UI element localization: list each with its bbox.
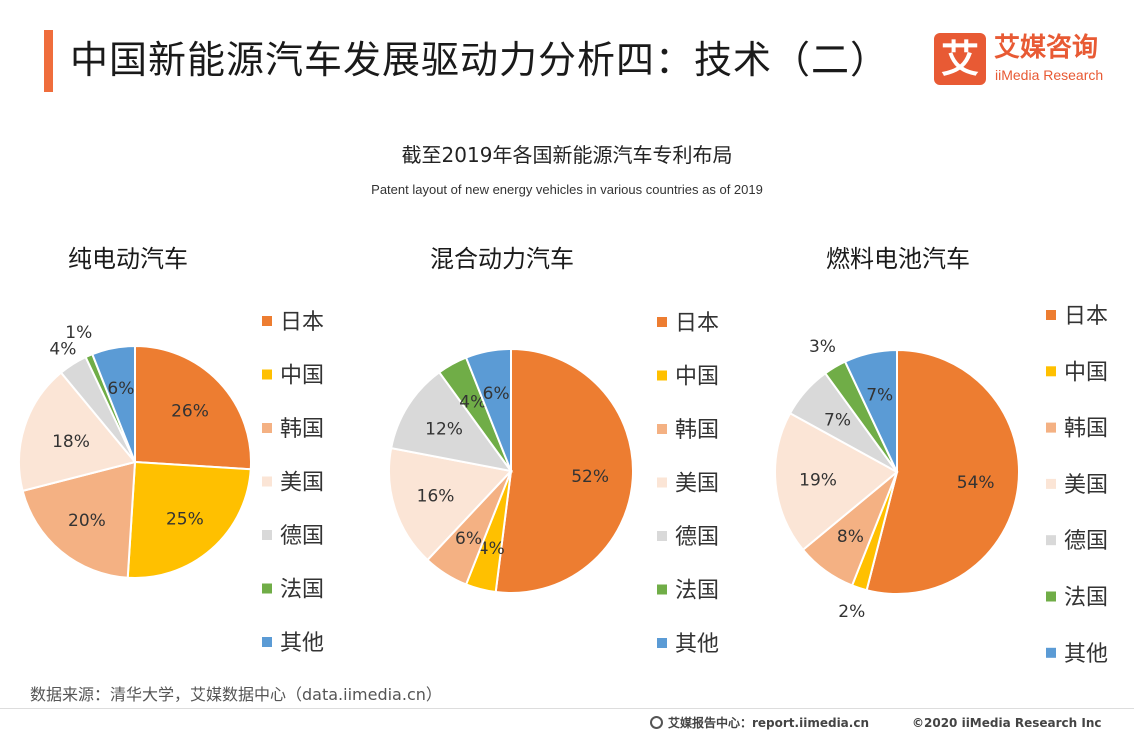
legend-swatch-0-3 — [262, 476, 272, 487]
legend-swatch-2-2 — [1046, 422, 1056, 433]
legend-swatch-2-5 — [1046, 591, 1056, 602]
legend-label-0-2: 韩国 — [280, 417, 324, 442]
pie-slice-1-6 — [464, 347, 512, 472]
pie-slice-1-0 — [494, 347, 634, 594]
pie-slice-0-3 — [18, 371, 137, 493]
legend-label-1-4: 德国 — [675, 525, 719, 550]
slice-label-0-5: 1% — [65, 323, 92, 343]
logo-en-text: iiMedia Research — [995, 67, 1104, 83]
pie-title-fuel-cell: 燃料电池汽车 — [826, 245, 970, 273]
legend-swatch-1-4 — [657, 531, 667, 541]
legend-swatch-1-0 — [657, 317, 667, 327]
pie-slice-0-0 — [134, 344, 252, 471]
title-accent-bar — [44, 30, 53, 92]
legend-swatch-0-5 — [262, 583, 272, 594]
legend-swatch-1-3 — [657, 477, 667, 488]
slice-label-0-4: 4% — [49, 339, 76, 359]
legend-swatch-1-6 — [657, 638, 667, 648]
legend-swatch-0-1 — [262, 369, 272, 380]
legend-label-1-3: 美国 — [675, 472, 719, 497]
slice-label-0-0: 26% — [171, 401, 209, 421]
slice-label-1-6: 6% — [483, 384, 510, 404]
slice-label-2-1: 2% — [838, 602, 865, 622]
slice-label-1-1: 4% — [478, 539, 505, 559]
legend-swatch-1-1 — [657, 370, 667, 381]
legend-swatch-1-5 — [657, 584, 667, 595]
footer-report-center: 艾媒报告中心：report.iimedia.cn — [650, 714, 869, 732]
legend-swatch-2-6 — [1046, 647, 1056, 658]
legend-swatch-0-6 — [262, 637, 272, 647]
slice-label-1-0: 52% — [571, 467, 609, 487]
slice-label-2-4: 7% — [824, 411, 851, 431]
footer-left-text: 艾媒报告中心：report.iimedia.cn — [668, 716, 869, 730]
chart-title: 截至2019年各国新能源汽车专利布局 — [401, 143, 733, 167]
legend-label-1-1: 中国 — [675, 365, 719, 390]
pie-slice-0-6 — [90, 344, 136, 463]
footer-copyright: ©2020 iiMedia Research Inc — [912, 716, 1102, 730]
slice-label-1-4: 12% — [425, 420, 463, 440]
legend-label-1-2: 韩国 — [675, 418, 719, 443]
globe-icon — [650, 716, 663, 729]
legend-label-0-5: 法国 — [280, 578, 324, 603]
legend-swatch-2-4 — [1046, 535, 1056, 546]
page-title: 中国新能源汽车发展驱动力分析四：技术（二） — [70, 38, 890, 82]
slice-label-2-6: 7% — [866, 386, 893, 406]
slice-label-0-2: 20% — [68, 511, 106, 531]
legend-label-1-0: 日本 — [675, 311, 719, 336]
pie-slice-1-4 — [389, 370, 514, 473]
slice-label-2-5: 3% — [809, 337, 836, 357]
legend-swatch-0-0 — [262, 316, 272, 326]
pie-title-hybrid: 混合动力汽车 — [430, 245, 574, 273]
legend-label-0-3: 美国 — [280, 471, 324, 496]
footer-divider — [0, 708, 1134, 709]
data-source: 数据来源：清华大学，艾媒数据中心（data.iimedia.cn） — [30, 685, 442, 704]
legend-swatch-0-2 — [262, 423, 272, 433]
legend-label-2-4: 德国 — [1064, 529, 1108, 554]
legend-label-2-6: 其他 — [1064, 642, 1108, 667]
slice-label-1-2: 6% — [455, 529, 482, 549]
legend-label-2-0: 日本 — [1064, 304, 1108, 329]
legend-label-1-6: 其他 — [675, 632, 719, 657]
pie-slice-1-3 — [388, 446, 513, 562]
slice-label-2-0: 54% — [957, 473, 995, 493]
slice-label-1-3: 16% — [417, 487, 455, 507]
legend-swatch-1-2 — [657, 424, 667, 434]
legend-label-2-1: 中国 — [1064, 360, 1108, 385]
legend-label-1-5: 法国 — [675, 579, 719, 604]
legend-label-2-2: 韩国 — [1064, 417, 1108, 442]
chart-subtitle: Patent layout of new energy vehicles in … — [371, 182, 763, 197]
slice-label-0-3: 18% — [52, 432, 90, 452]
slice-label-1-5: 4% — [459, 393, 486, 413]
legend-swatch-0-4 — [262, 530, 272, 540]
logo-mark-icon: 艾 — [934, 33, 986, 85]
legend-label-2-5: 法国 — [1064, 586, 1108, 611]
legend-label-0-0: 日本 — [280, 310, 324, 335]
pie-slice-2-3 — [774, 411, 899, 552]
legend-swatch-2-1 — [1046, 366, 1056, 377]
brand-logo: 艾 艾媒咨询 iiMedia Research — [934, 33, 1124, 89]
slice-label-2-2: 8% — [837, 527, 864, 547]
pie-title-bev: 纯电动汽车 — [68, 245, 188, 273]
pie-slice-2-6 — [843, 348, 898, 473]
legend-label-0-6: 其他 — [280, 631, 324, 656]
legend-label-0-4: 德国 — [280, 524, 324, 549]
legend-swatch-2-3 — [1046, 478, 1056, 489]
logo-cn-text: 艾媒咨询 — [994, 33, 1099, 63]
pie-slice-2-0 — [865, 348, 1020, 595]
slice-label-0-1: 25% — [166, 510, 204, 530]
slice-label-2-3: 19% — [799, 470, 837, 490]
legend-label-0-1: 中国 — [280, 364, 324, 389]
legend-swatch-2-0 — [1046, 310, 1056, 320]
legend-label-2-3: 美国 — [1064, 473, 1108, 498]
pie-slice-0-1 — [126, 460, 252, 579]
pie-slice-0-2 — [21, 460, 137, 579]
slice-label-0-6: 6% — [107, 379, 134, 399]
